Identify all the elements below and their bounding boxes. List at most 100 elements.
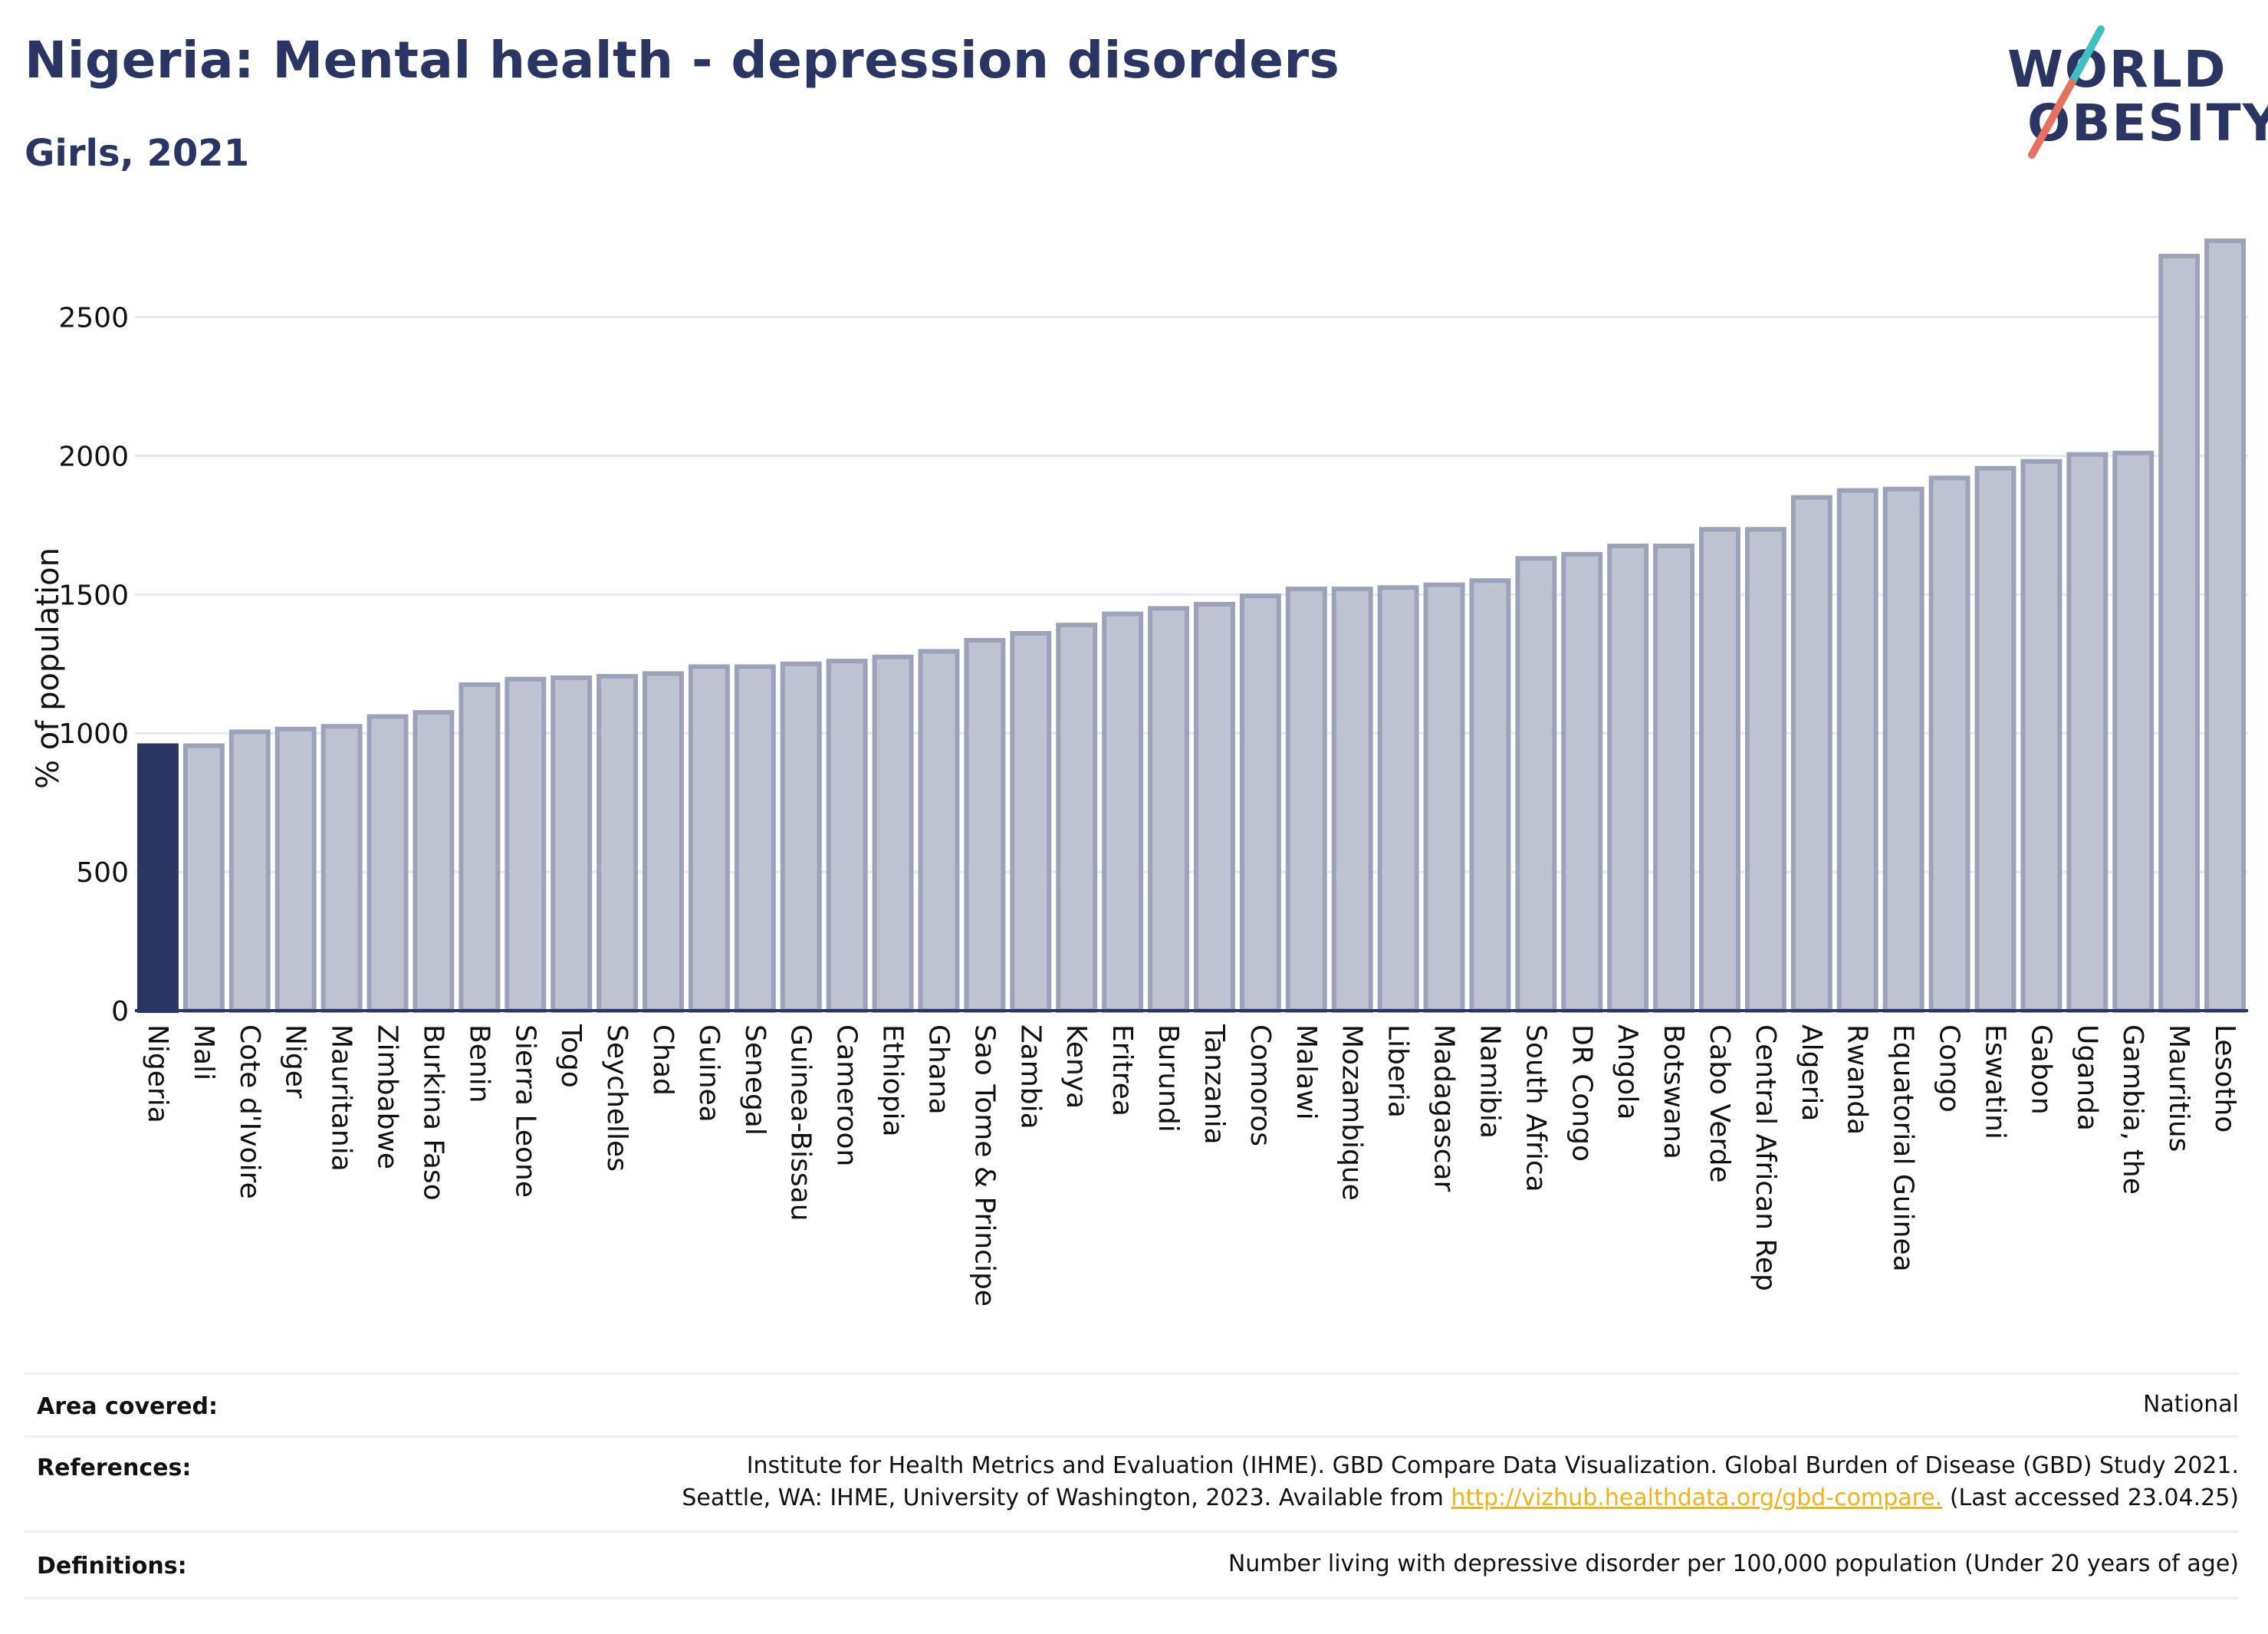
x-tick-label: Mozambique [1336,1024,1368,1201]
bar-botswana [1653,544,1695,1014]
bar-chart: 0 500 1000 1500 2000 2500 Nigeria Mali Cote d'I… [31,238,2248,1307]
bar-nigeria [136,743,179,1013]
references-line-1: Institute for Health Metrics and Evaluat… [746,1452,2239,1479]
x-tick-label: Nigeria [142,1024,173,1123]
bar-burkina-faso [413,710,455,1014]
bar-angola [1607,544,1649,1014]
y-tick-label: 1000 [58,718,129,750]
x-tick-label: South Africa [1520,1024,1551,1192]
bar-mauritania [320,724,363,1013]
references-line-2-pre: Seattle, WA: IHME, University of Washing… [682,1484,1451,1511]
x-tick-label: Equatorial Guinea [1888,1024,1919,1272]
bar-namibia [1469,578,1511,1013]
bar-south-africa [1515,556,1557,1013]
logo-text-obesity: OBESITY [2027,94,2268,153]
x-tick-label: Burundi [1152,1024,1184,1133]
bar-mozambique [1331,587,1373,1013]
x-tick-label: Cote d'Ivoire [234,1024,265,1199]
x-tick-label: Zimbabwe [372,1024,403,1169]
footer-row-definitions: Definitions: Number living with depressi… [25,1530,2239,1599]
x-tick-label: Lesotho [2209,1024,2240,1133]
x-tick-label: Kenya [1060,1024,1092,1109]
y-tick-label: 500 [76,857,129,889]
bar-ghana [918,649,960,1013]
logo-text-world: WORLD [2007,40,2227,99]
x-tick-label: Cameroon [831,1024,863,1166]
bar-liberia [1377,585,1419,1013]
bar-sierra-leone [505,676,547,1013]
bar-niger [274,726,317,1013]
definitions-label: Definitions: [37,1553,187,1580]
bar-mauritius [2158,253,2201,1013]
bar-guinea-bissau [780,661,822,1014]
x-tick-label: DR Congo [1566,1024,1597,1162]
bar-sao-tome-principe [964,638,1006,1013]
x-tick-label: Uganda [2071,1024,2102,1131]
bar-congo [1928,475,1971,1014]
bar-guinea [688,664,730,1014]
bar-cabo-verde [1699,527,1740,1014]
bar-lesotho [2204,238,2247,1014]
bar-togo [551,675,593,1013]
x-tick-label: Eritrea [1106,1024,1138,1116]
x-tick-label: Gambia, the [2117,1024,2148,1195]
x-tick-label: Sao Tome & Principe [968,1024,1000,1307]
area-covered-value: National [2142,1391,2239,1418]
y-tick-label: 2500 [58,303,129,334]
x-tick-label: Ethiopia [877,1024,909,1137]
x-tick-label: Mauritius [2163,1024,2194,1152]
x-tick-label: Mauritania [326,1024,357,1172]
x-axis-labels: Nigeria Mali Cote d'Ivoire Niger Mauritania Z… [142,1024,2240,1307]
logo-slash-icon [2028,25,2105,159]
x-tick-label: Niger [280,1024,311,1099]
x-tick-label: Mali [188,1024,219,1080]
y-axis-label: % of population [31,547,66,789]
bar-gabon [2020,459,2063,1013]
x-tick-label: Algeria [1796,1024,1827,1122]
x-tick-label: Zambia [1014,1024,1046,1129]
x-tick-label: Eswatini [1979,1024,2010,1139]
x-tick-label: Sierra Leone [509,1024,541,1198]
bar-central-african-rep [1744,527,1786,1014]
x-tick-label: Senegal [739,1024,771,1136]
x-tick-label: Angola [1612,1024,1643,1119]
bar-zambia [1010,630,1052,1013]
bar-tanzania [1193,601,1235,1013]
y-tick-label: 0 [111,996,129,1027]
bar-chad [643,671,684,1013]
y-axis-ticks: 0 500 1000 1500 2000 2500 [58,303,129,1027]
bar-gambia-the [2112,450,2155,1013]
x-tick-label: Gabon [2025,1024,2056,1115]
x-tick-label: Madagascar [1428,1024,1460,1192]
x-tick-label: Guinea [693,1024,725,1123]
bar-kenya [1056,623,1098,1013]
bar-cote-d-ivoire [228,729,271,1013]
references-value: Institute for Health Metrics and Evaluat… [682,1450,2239,1514]
x-tick-label: Central African Rep [1750,1024,1781,1291]
area-covered-label: Area covered: [37,1393,218,1420]
x-tick-label: Namibia [1474,1024,1505,1139]
x-tick-label: Guinea-Bissau [785,1024,817,1221]
footer-row-area: Area covered: National [25,1373,2239,1438]
references-line-2-post: (Last accessed 23.04.25) [1942,1484,2239,1511]
x-tick-label: Congo [1934,1024,1965,1113]
x-tick-label: Cabo Verde [1704,1024,1735,1183]
page-title: Nigeria: Mental health - depression diso… [25,31,1340,90]
bar-eritrea [1102,611,1144,1013]
bar-uganda [2066,452,2109,1013]
bar-mali [182,743,225,1013]
bar-eswatini [1974,465,2017,1013]
page-subtitle: Girls, 2021 [25,132,250,175]
bar-ethiopia [872,654,914,1013]
x-tick-label: Seychelles [601,1024,633,1172]
bar-rwanda [1836,488,1878,1013]
bar-algeria [1790,495,1832,1014]
references-link[interactable]: http://vizhub.healthdata.org/gbd-compare… [1451,1484,1943,1511]
footer-row-references: References: Institute for Health Metrics… [25,1435,2239,1533]
bar-equatorial-guinea [1882,486,1925,1014]
y-tick-label: 1500 [58,580,129,611]
bar-benin [459,682,501,1013]
y-tick-label: 2000 [58,441,129,472]
bar-burundi [1148,606,1190,1013]
x-tick-label: Burkina Faso [417,1024,449,1201]
